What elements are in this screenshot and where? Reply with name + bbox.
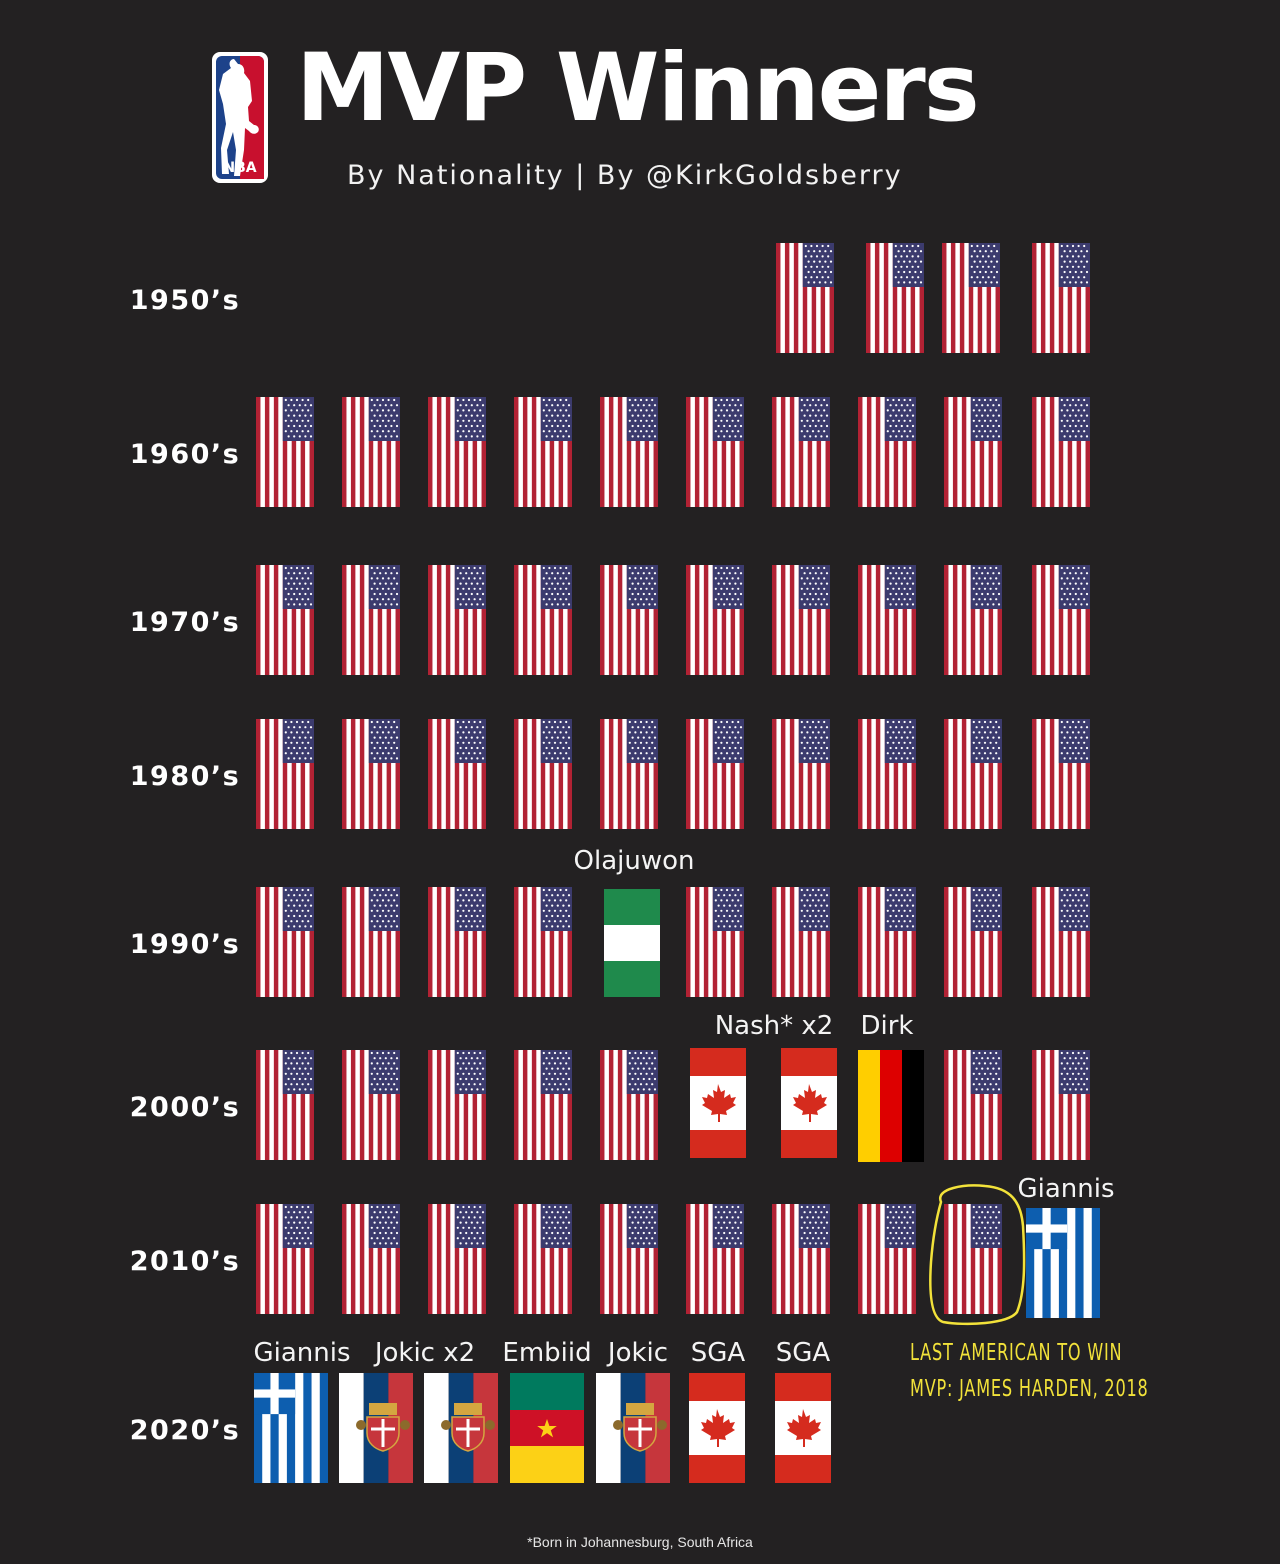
- usa-flag: [858, 719, 916, 829]
- usa-flag: [686, 397, 744, 507]
- usa-flag: [428, 397, 486, 507]
- usa-flag: [514, 565, 572, 675]
- germany-flag: [858, 1050, 924, 1162]
- usa-flag: [1032, 1050, 1090, 1160]
- usa-flag: [256, 1204, 314, 1314]
- label-sga-1: SGA: [690, 1338, 746, 1368]
- decade-label: 2000’s: [129, 1092, 241, 1123]
- usa-flag: [1032, 887, 1090, 997]
- label-dirk: Dirk: [860, 1011, 914, 1041]
- usa-flag: [600, 1050, 658, 1160]
- usa-flag: [1032, 565, 1090, 675]
- usa-flag: [686, 887, 744, 997]
- label-giannis-2020s: Giannis: [253, 1338, 351, 1368]
- nigeria-flag: [604, 889, 660, 997]
- annotation-line-1: LAST AMERICAN TO WIN: [910, 1340, 1123, 1366]
- harden-highlight-circle: [929, 1184, 1026, 1326]
- usa-flag: [858, 397, 916, 507]
- usa-flag: [686, 1204, 744, 1314]
- canada-flag: [690, 1048, 746, 1158]
- usa-flag: [256, 397, 314, 507]
- serbia-flag: [339, 1373, 413, 1483]
- usa-flag: [428, 1050, 486, 1160]
- decade-label: 1960’s: [129, 439, 241, 470]
- usa-flag: [772, 719, 830, 829]
- usa-flag: [600, 1204, 658, 1314]
- usa-flag: [256, 719, 314, 829]
- greece-flag: [254, 1373, 328, 1483]
- usa-flag: [944, 719, 1002, 829]
- usa-flag: [942, 243, 1000, 353]
- page-title: MVP Winners: [296, 34, 980, 143]
- usa-flag: [686, 565, 744, 675]
- usa-flag: [342, 1204, 400, 1314]
- decade-label: 1950’s: [129, 285, 241, 316]
- usa-flag: [428, 565, 486, 675]
- usa-flag: [342, 887, 400, 997]
- usa-flag: [256, 887, 314, 997]
- canada-flag: [781, 1048, 837, 1158]
- usa-flag: [342, 565, 400, 675]
- usa-flag: [514, 397, 572, 507]
- usa-flag: [256, 565, 314, 675]
- usa-flag: [944, 397, 1002, 507]
- label-embiid: Embiid: [502, 1338, 592, 1368]
- label-jokic-x2: Jokic x2: [374, 1338, 476, 1368]
- usa-flag: [1032, 397, 1090, 507]
- page-subtitle: By Nationality | By @KirkGoldsberry: [347, 160, 903, 191]
- usa-flag: [342, 1050, 400, 1160]
- usa-flag: [256, 1050, 314, 1160]
- footnote: *Born in Johannesburg, South Africa: [527, 1534, 753, 1550]
- usa-flag: [858, 1204, 916, 1314]
- usa-flag: [514, 887, 572, 997]
- usa-flag: [944, 1204, 1002, 1314]
- usa-flag: [600, 397, 658, 507]
- usa-flag: [858, 565, 916, 675]
- usa-flag: [1032, 243, 1090, 353]
- canada-flag: [689, 1373, 745, 1483]
- label-jokic: Jokic: [607, 1338, 669, 1368]
- decade-label: 1980’s: [129, 761, 241, 792]
- usa-flag: [600, 719, 658, 829]
- usa-flag: [772, 887, 830, 997]
- cameroon-flag: [510, 1373, 584, 1483]
- usa-flag: [1032, 719, 1090, 829]
- usa-flag: [428, 1204, 486, 1314]
- greece-flag: [1026, 1208, 1100, 1318]
- usa-flag: [514, 1204, 572, 1314]
- usa-flag: [772, 1204, 830, 1314]
- nba-logo: NBA: [210, 50, 270, 185]
- decade-label: 2010’s: [129, 1246, 241, 1277]
- usa-flag: [944, 565, 1002, 675]
- usa-flag: [342, 719, 400, 829]
- usa-flag: [866, 243, 924, 353]
- usa-flag: [944, 887, 1002, 997]
- serbia-flag: [424, 1373, 498, 1483]
- usa-flag: [944, 1050, 1002, 1160]
- decade-label: 1990’s: [129, 929, 241, 960]
- canada-flag: [775, 1373, 831, 1483]
- usa-flag: [428, 887, 486, 997]
- usa-flag: [772, 397, 830, 507]
- usa-flag: [514, 719, 572, 829]
- decade-label: 2020’s: [129, 1415, 241, 1446]
- label-olajuwon: Olajuwon: [573, 846, 695, 876]
- usa-flag: [772, 565, 830, 675]
- label-giannis-2010s: Giannis: [1017, 1174, 1115, 1204]
- annotation-line-2: MVP: JAMES HARDEN, 2018: [910, 1376, 1149, 1402]
- label-nash: Nash* x2: [714, 1011, 834, 1041]
- usa-flag: [858, 887, 916, 997]
- label-sga-2: SGA: [775, 1338, 831, 1368]
- usa-flag: [428, 719, 486, 829]
- usa-flag: [342, 397, 400, 507]
- decade-label: 1970’s: [129, 607, 241, 638]
- usa-flag: [514, 1050, 572, 1160]
- serbia-flag: [596, 1373, 670, 1483]
- usa-flag: [776, 243, 834, 353]
- usa-flag: [600, 565, 658, 675]
- logo-text: NBA: [223, 160, 256, 176]
- usa-flag: [686, 719, 744, 829]
